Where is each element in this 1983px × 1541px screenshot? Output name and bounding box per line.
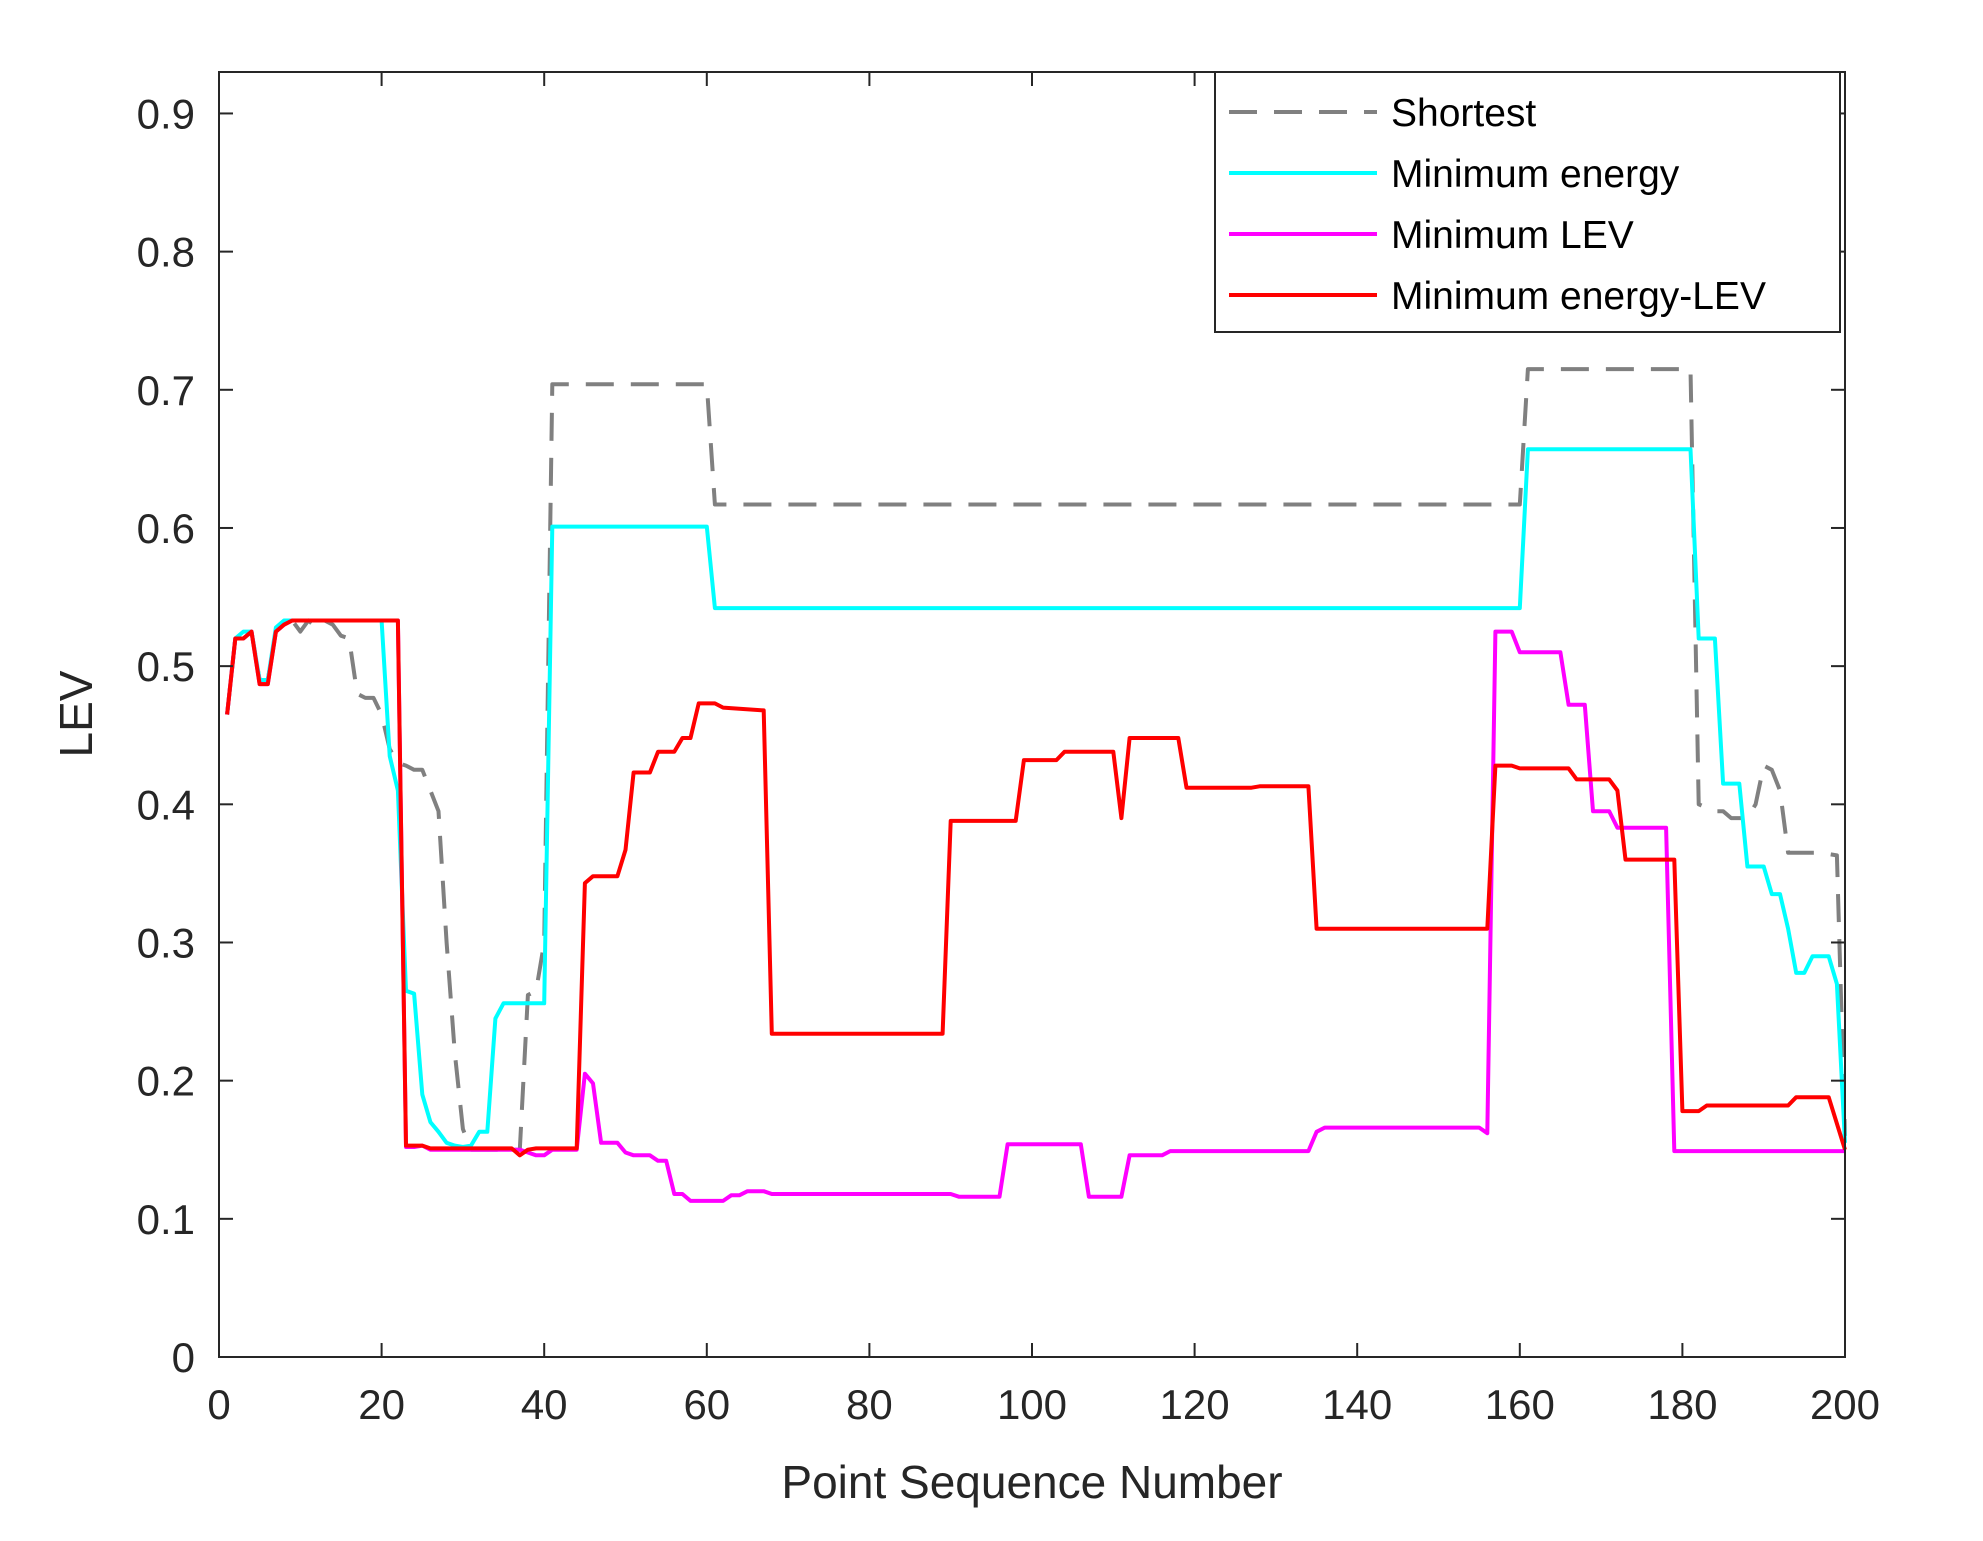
legend-label: Minimum LEV	[1391, 214, 1634, 257]
y-tick-label: 0.5	[137, 643, 195, 690]
x-tick-label: 200	[1810, 1381, 1880, 1428]
legend: Shortest Minimum energy Minimum LEV Minimum…	[1214, 71, 1841, 333]
x-tick-label: 140	[1322, 1381, 1392, 1428]
x-tick-label: 0	[207, 1381, 230, 1428]
plot-frame	[218, 71, 1846, 1358]
y-tick-label: 0.7	[137, 367, 195, 414]
x-axis-title: Point Sequence Number	[781, 1456, 1282, 1508]
y-tick-label: 0.9	[137, 90, 195, 137]
y-tick-label: 0.1	[137, 1196, 195, 1243]
y-axis-title: LEV	[50, 670, 102, 757]
x-tick-label: 80	[846, 1381, 893, 1428]
tick-layer: 0 20 40 60 80 100 120 140 160 180 200 0 0.1 0.2 0.3 0.4…	[137, 72, 1880, 1428]
legend-label: Shortest	[1391, 92, 1536, 135]
y-tick-label: 0.8	[137, 229, 195, 276]
series-layer	[225, 367, 1847, 1203]
y-tick-label: 0.4	[137, 781, 195, 828]
y-tick-label: 0	[172, 1334, 195, 1381]
x-tick-label: 160	[1485, 1381, 1555, 1428]
x-tick-label: 120	[1160, 1381, 1230, 1428]
legend-label: Minimum energy	[1391, 153, 1680, 196]
legend-label: Minimum energy-LEV	[1391, 275, 1766, 318]
legend-box	[1214, 71, 1841, 333]
x-tick-label: 100	[997, 1381, 1067, 1428]
y-tick-label: 0.2	[137, 1058, 195, 1105]
y-tick-label: 0.3	[137, 919, 195, 966]
x-tick-label: 180	[1647, 1381, 1717, 1428]
x-tick-label: 40	[521, 1381, 568, 1428]
x-tick-label: 20	[358, 1381, 405, 1428]
x-tick-label: 60	[683, 1381, 730, 1428]
y-tick-label: 0.6	[137, 505, 195, 552]
series-line-minimum-energy-lev	[225, 618, 1847, 1158]
